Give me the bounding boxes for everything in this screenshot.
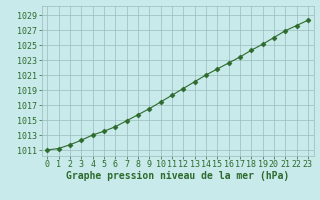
X-axis label: Graphe pression niveau de la mer (hPa): Graphe pression niveau de la mer (hPa) bbox=[66, 171, 289, 181]
